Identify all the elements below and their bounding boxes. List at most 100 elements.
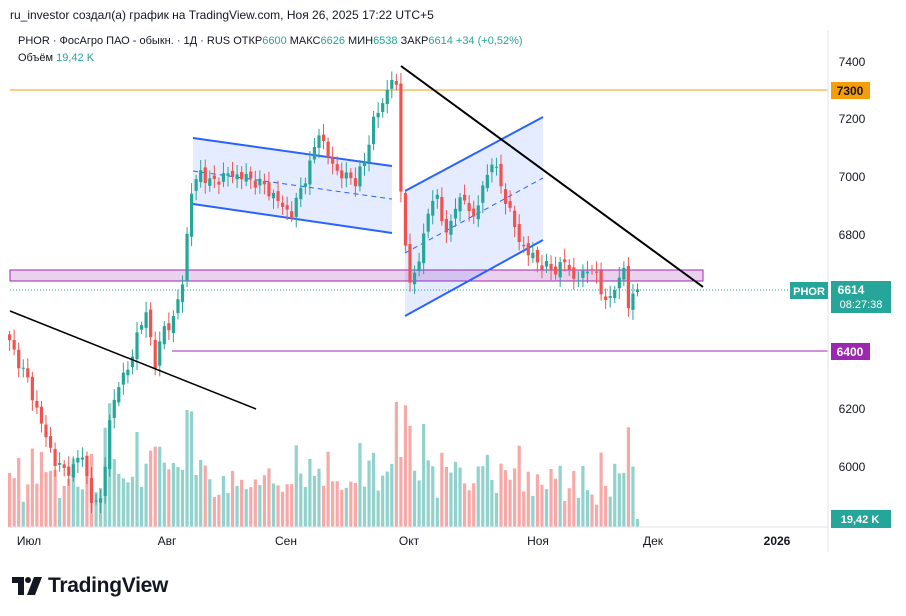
candle-body[interactable]: [253, 180, 257, 188]
candle-body[interactable]: [262, 180, 266, 185]
candle-body[interactable]: [240, 172, 244, 180]
candle-body[interactable]: [399, 83, 403, 192]
candle-body[interactable]: [481, 185, 485, 203]
candle-body[interactable]: [203, 167, 207, 183]
symbol-line[interactable]: PHOR · ФосАгро ПАО - обыкн. · 1Д · RUS: [18, 35, 231, 47]
candle-body[interactable]: [367, 144, 371, 163]
candle-body[interactable]: [422, 233, 426, 264]
candle-body[interactable]: [217, 181, 221, 185]
candle-body[interactable]: [21, 367, 25, 369]
candle-body[interactable]: [94, 500, 98, 502]
candle-body[interactable]: [171, 316, 175, 334]
candle-body[interactable]: [631, 293, 635, 310]
candle-body[interactable]: [139, 325, 144, 330]
candle-body[interactable]: [230, 170, 235, 177]
candle-body[interactable]: [494, 166, 499, 168]
candle-body[interactable]: [508, 201, 512, 208]
candle-body[interactable]: [435, 194, 439, 199]
candle-body[interactable]: [604, 296, 608, 300]
candle-body[interactable]: [417, 261, 421, 272]
candle-body[interactable]: [321, 134, 326, 142]
resistance-zone[interactable]: [9, 269, 704, 282]
candle-body[interactable]: [554, 266, 558, 275]
candle-body[interactable]: [317, 135, 321, 148]
candle-body[interactable]: [585, 271, 590, 274]
candle-body[interactable]: [535, 249, 539, 263]
candle-body[interactable]: [244, 173, 248, 182]
candle-body[interactable]: [194, 179, 198, 191]
candle-body[interactable]: [412, 272, 417, 285]
candle-body[interactable]: [76, 457, 80, 463]
candle-body[interactable]: [358, 166, 362, 187]
candle-body[interactable]: [30, 376, 34, 401]
candle-body[interactable]: [335, 164, 339, 171]
candle-body[interactable]: [499, 163, 503, 187]
candle-body[interactable]: [312, 146, 317, 160]
candle-body[interactable]: [162, 326, 166, 345]
candle-body[interactable]: [149, 309, 153, 338]
candle-body[interactable]: [394, 81, 398, 85]
candle-body[interactable]: [121, 372, 125, 385]
tradingview-logo[interactable]: TradingView: [12, 574, 168, 598]
candle-body[interactable]: [190, 193, 194, 237]
candle-body[interactable]: [385, 89, 389, 105]
candle-body[interactable]: [326, 141, 330, 158]
candle-body[interactable]: [17, 349, 21, 369]
candle-body[interactable]: [608, 296, 612, 298]
candle-body[interactable]: [567, 264, 571, 271]
candle-body[interactable]: [403, 192, 408, 246]
candle-body[interactable]: [576, 280, 580, 282]
candle-body[interactable]: [522, 244, 526, 247]
candle-body[interactable]: [185, 233, 189, 282]
candle-body[interactable]: [167, 323, 171, 331]
candle-body[interactable]: [62, 464, 66, 469]
volume-label[interactable]: Объём: [18, 52, 54, 64]
candle-body[interactable]: [463, 194, 467, 201]
candle-body[interactable]: [372, 116, 376, 145]
candle-body[interactable]: [71, 464, 75, 478]
candle-body[interactable]: [299, 188, 303, 200]
candle-body[interactable]: [294, 197, 298, 217]
candle-body[interactable]: [26, 368, 30, 378]
candle-body[interactable]: [353, 178, 357, 187]
candle-body[interactable]: [108, 420, 112, 470]
candle-body[interactable]: [453, 208, 458, 219]
candle-body[interactable]: [376, 112, 380, 118]
candle-body[interactable]: [485, 174, 489, 189]
candle-body[interactable]: [117, 387, 121, 403]
candle-body[interactable]: [290, 211, 294, 219]
candle-body[interactable]: [180, 284, 185, 303]
candle-body[interactable]: [549, 263, 553, 270]
candle-body[interactable]: [130, 356, 135, 368]
candle-body[interactable]: [467, 203, 471, 212]
candle-body[interactable]: [622, 267, 626, 280]
candle-body[interactable]: [281, 202, 285, 207]
candle-body[interactable]: [53, 448, 57, 467]
rising-channel-lower[interactable]: [404, 239, 544, 317]
candle-body[interactable]: [594, 271, 599, 273]
candle-body[interactable]: [390, 79, 394, 89]
candle-body[interactable]: [426, 213, 430, 232]
candle-body[interactable]: [381, 103, 385, 113]
candle-body[interactable]: [144, 312, 148, 328]
downtrend-line[interactable]: [400, 65, 704, 288]
candle-body[interactable]: [258, 178, 262, 186]
candle-body[interactable]: [276, 191, 280, 201]
flag-channel-lower[interactable]: [192, 203, 393, 234]
candle-body[interactable]: [444, 219, 448, 233]
candle-body[interactable]: [249, 171, 253, 179]
candle-body[interactable]: [126, 369, 130, 376]
candle-body[interactable]: [544, 261, 549, 267]
candle-body[interactable]: [517, 224, 521, 243]
candle-body[interactable]: [503, 189, 508, 204]
candle-body[interactable]: [563, 259, 567, 263]
early-downtrend-line[interactable]: [9, 310, 257, 410]
candle-body[interactable]: [80, 457, 84, 460]
candle-body[interactable]: [35, 400, 39, 408]
candle-body[interactable]: [581, 270, 585, 278]
candle-body[interactable]: [362, 161, 367, 167]
candle-body[interactable]: [176, 299, 180, 314]
candle-body[interactable]: [613, 290, 617, 299]
candle-body[interactable]: [490, 164, 494, 173]
candle-body[interactable]: [431, 200, 435, 216]
